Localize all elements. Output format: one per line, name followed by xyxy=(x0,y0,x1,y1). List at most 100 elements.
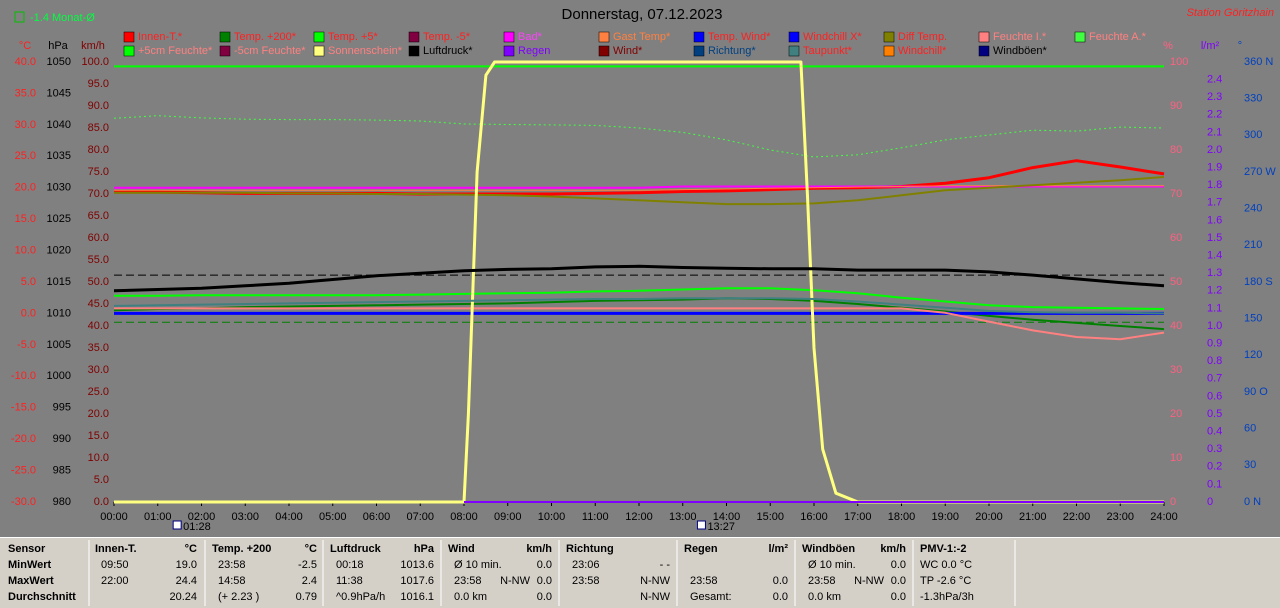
y-tick-label: 15.0 xyxy=(15,213,36,225)
y-tick-label: 1000 xyxy=(47,370,71,382)
background xyxy=(0,0,1280,537)
x-tick-label: 09:00 xyxy=(494,511,522,523)
legend-label: Innen-T.* xyxy=(138,31,183,43)
table-header: Regen xyxy=(684,543,718,555)
chart-title: Donnerstag, 07.12.2023 xyxy=(562,6,723,23)
y-tick-label: 0.9 xyxy=(1207,338,1222,350)
y-tick-label: 1040 xyxy=(47,119,71,131)
y-tick-label: 60 xyxy=(1170,232,1182,244)
y-tick-label: 1005 xyxy=(47,339,71,351)
x-tick-label: 06:00 xyxy=(363,511,391,523)
table-cell: Ø 10 min. xyxy=(808,559,856,571)
table-header: Windböen xyxy=(802,543,855,555)
table-cell: 1013.6 xyxy=(400,559,434,571)
y-tick-label: 5.0 xyxy=(94,474,109,486)
y-tick-label: 2.3 xyxy=(1207,91,1222,103)
y-tick-label: 0.8 xyxy=(1207,355,1222,367)
y-tick-label: 40.0 xyxy=(15,56,36,68)
y-tick-label: 2.2 xyxy=(1207,109,1222,121)
table-cell: N-NW xyxy=(500,575,531,587)
y-tick-label: 20 xyxy=(1170,408,1182,420)
table-cell: 23:58 xyxy=(808,575,836,587)
y-tick-label: 90 xyxy=(1170,100,1182,112)
y-tick-label: 1.0 xyxy=(1207,320,1222,332)
axis-unit: hPa xyxy=(48,40,68,52)
y-tick-label: 60.0 xyxy=(88,232,109,244)
x-tick-label: 21:00 xyxy=(1019,511,1047,523)
y-tick-label: 1.6 xyxy=(1207,214,1222,226)
table-header: °C xyxy=(305,543,317,555)
table-cell: N-NW xyxy=(640,575,671,587)
legend-label: Diff Temp. xyxy=(898,31,947,43)
y-tick-label: 25.0 xyxy=(88,386,109,398)
y-tick-label: 30 xyxy=(1244,459,1256,471)
table-header: Wind xyxy=(448,543,475,555)
table-cell: MaxWert xyxy=(8,575,54,587)
x-tick-label: 02:00 xyxy=(188,511,216,523)
y-tick-label: 1010 xyxy=(47,307,71,319)
series-line xyxy=(113,297,1165,315)
legend-label: Bad* xyxy=(518,31,543,43)
legend-swatch xyxy=(503,31,515,43)
legend-swatch xyxy=(978,45,990,57)
x-tick-label: 22:00 xyxy=(1063,511,1091,523)
y-tick-label: -5.0 xyxy=(17,339,36,351)
series-line xyxy=(114,60,1164,504)
y-tick-label: 50 xyxy=(1170,276,1182,288)
y-tick-label: 0.4 xyxy=(1207,426,1222,438)
y-tick-label: 10.0 xyxy=(88,452,109,464)
x-tick-label: 08:00 xyxy=(450,511,478,523)
table-cell: 0.0 xyxy=(891,591,906,603)
y-tick-label: 15.0 xyxy=(88,430,109,442)
y-tick-label: 210 xyxy=(1244,239,1262,251)
table-cell: 0.0 xyxy=(891,575,906,587)
y-tick-label: 70 xyxy=(1170,188,1182,200)
table-cell: -2.5 xyxy=(298,559,317,571)
y-tick-label: 1.2 xyxy=(1207,285,1222,297)
legend-label: Feuchte I.* xyxy=(993,31,1047,43)
y-tick-label: 150 xyxy=(1244,313,1262,325)
series-line xyxy=(113,264,1165,293)
y-tick-label: 360 N xyxy=(1244,56,1273,68)
series-line xyxy=(114,185,1164,189)
y-tick-label: 1.3 xyxy=(1207,267,1222,279)
y-tick-label: 1.1 xyxy=(1207,302,1222,314)
y-tick-label: 0.0 xyxy=(21,307,36,319)
legend-swatch xyxy=(503,45,515,57)
table-cell: 24.4 xyxy=(176,575,197,587)
y-tick-label: 1.4 xyxy=(1207,250,1222,262)
y-tick-label: 0.6 xyxy=(1207,390,1222,402)
x-tick-label: 07:00 xyxy=(406,511,434,523)
table-cell: 11:38 xyxy=(336,575,363,587)
y-tick-label: 10.0 xyxy=(15,244,36,256)
table-cell: N-NW xyxy=(640,591,671,603)
legend-label: Regen xyxy=(518,45,550,57)
axis-unit: km/h xyxy=(81,40,105,52)
legend-swatch xyxy=(1074,31,1086,43)
table-cell: 23:58 xyxy=(454,575,482,587)
y-tick-label: 100.0 xyxy=(81,56,109,68)
x-tick-label: 18:00 xyxy=(888,511,916,523)
table-header: Richtung xyxy=(566,543,614,555)
x-tick-label: 12:00 xyxy=(625,511,653,523)
y-tick-label: -30.0 xyxy=(11,496,36,508)
legend-label: Gast Temp* xyxy=(613,31,671,43)
table-cell: 0.0 xyxy=(537,575,552,587)
y-tick-label: 1.5 xyxy=(1207,232,1222,244)
stats-table xyxy=(0,537,1280,608)
legend-swatch xyxy=(598,45,610,57)
x-tick-label: 01:00 xyxy=(144,511,172,523)
y-tick-label: 270 W xyxy=(1244,166,1276,178)
legend-label: Temp. +5* xyxy=(328,31,379,43)
x-tick-label: 17:00 xyxy=(844,511,872,523)
y-tick-label: 2.4 xyxy=(1207,74,1222,86)
table-group: Sensor MinWert MaxWert Durchschnitt Innen-T.… xyxy=(8,540,1016,606)
table-header: Innen-T. xyxy=(95,543,137,555)
legend-swatch xyxy=(219,45,231,57)
table-cell: WC 0.0 °C xyxy=(920,559,972,571)
table-header: PMV-1:-2 xyxy=(920,543,966,555)
legend-swatch xyxy=(313,45,325,57)
y-tick-label: 240 xyxy=(1244,203,1262,215)
y-tick-label: 30.0 xyxy=(88,364,109,376)
